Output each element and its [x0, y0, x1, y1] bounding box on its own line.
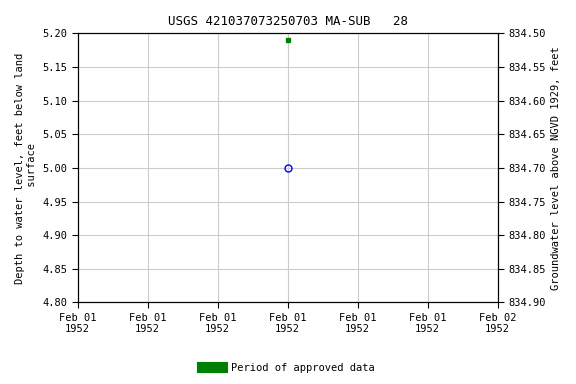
Y-axis label: Groundwater level above NGVD 1929, feet: Groundwater level above NGVD 1929, feet — [551, 46, 561, 290]
Legend: Period of approved data: Period of approved data — [198, 359, 378, 377]
Title: USGS 421037073250703 MA-SUB   28: USGS 421037073250703 MA-SUB 28 — [168, 15, 408, 28]
Y-axis label: Depth to water level, feet below land
 surface: Depth to water level, feet below land su… — [15, 52, 37, 283]
